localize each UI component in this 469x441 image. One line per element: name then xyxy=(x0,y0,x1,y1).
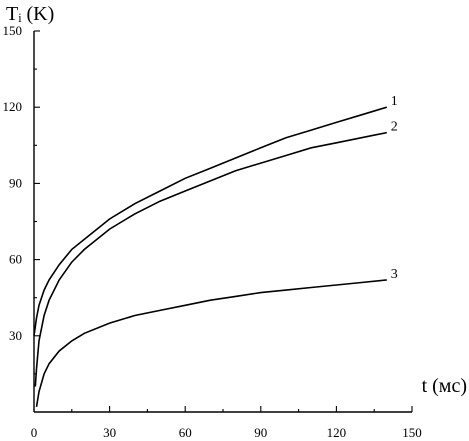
series-label-2: 2 xyxy=(391,120,398,135)
series-line-2 xyxy=(34,131,387,387)
x-tick-label: 30 xyxy=(103,425,116,440)
y-tick-label: 30 xyxy=(9,328,22,343)
x-axis-title: t (мс) xyxy=(422,375,467,397)
y-tick-label: 90 xyxy=(9,175,22,190)
x-tick-label: 150 xyxy=(402,425,422,440)
x-tick-label: 0 xyxy=(31,425,38,440)
series-label-3: 3 xyxy=(391,267,398,282)
y-tick-label: 150 xyxy=(3,23,23,38)
y-tick-label: 60 xyxy=(9,252,22,267)
chart-axes xyxy=(33,30,413,413)
series-line-3 xyxy=(35,279,387,408)
y-tick-label: 120 xyxy=(3,99,23,114)
x-tick-label: 120 xyxy=(327,425,347,440)
series-line-1 xyxy=(33,106,388,336)
y-axis-title: Tᵢ (K) xyxy=(6,3,54,25)
x-tick-label: 90 xyxy=(254,425,267,440)
chart-series xyxy=(33,106,388,408)
x-tick-label: 60 xyxy=(179,425,192,440)
series-label-1: 1 xyxy=(391,94,398,109)
